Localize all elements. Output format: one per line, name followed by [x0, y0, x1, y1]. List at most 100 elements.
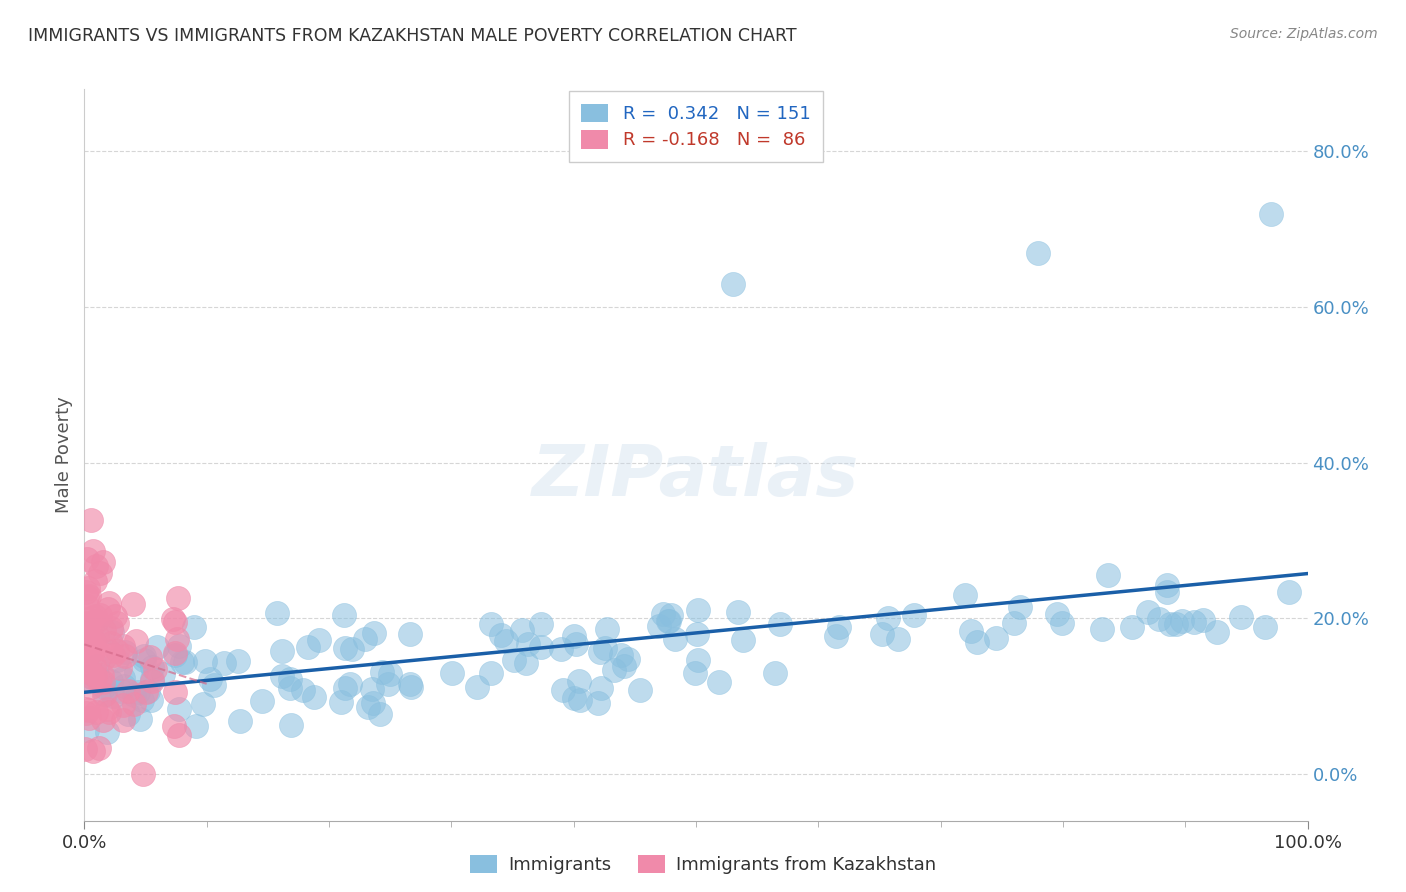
Point — [368, 707, 391, 722]
Point — [173, 655, 195, 669]
Point — [354, 632, 377, 646]
Point — [89, 674, 111, 689]
Point — [141, 659, 163, 673]
Point — [562, 691, 585, 706]
Point — [86, 667, 108, 681]
Point — [114, 645, 136, 659]
Point — [593, 640, 616, 655]
Point — [139, 649, 162, 664]
Point — [77, 711, 100, 725]
Point — [84, 705, 107, 719]
Point — [502, 652, 524, 666]
Point — [479, 617, 502, 632]
Point — [707, 675, 730, 690]
Point — [82, 544, 104, 558]
Point — [86, 630, 108, 644]
Point — [1002, 615, 1025, 630]
Point — [108, 661, 131, 675]
Point — [193, 698, 215, 712]
Point — [77, 663, 100, 677]
Point — [377, 676, 399, 690]
Y-axis label: Male Poverty: Male Poverty — [55, 397, 73, 513]
Point — [75, 584, 97, 599]
Point — [1050, 615, 1073, 630]
Point — [73, 624, 96, 638]
Point — [167, 728, 190, 742]
Point — [73, 741, 96, 756]
Point — [132, 653, 155, 667]
Point — [80, 680, 103, 694]
Point — [658, 614, 681, 628]
Point — [721, 277, 744, 291]
Point — [76, 723, 98, 738]
Point — [127, 684, 149, 698]
Point — [83, 639, 105, 653]
Point — [330, 695, 353, 709]
Point — [551, 682, 574, 697]
Point — [727, 605, 749, 619]
Point — [440, 665, 463, 680]
Point — [1260, 207, 1282, 221]
Point — [97, 706, 120, 720]
Point — [77, 616, 100, 631]
Point — [886, 632, 908, 646]
Point — [101, 625, 124, 640]
Point — [308, 633, 330, 648]
Point — [167, 639, 190, 653]
Point — [399, 677, 422, 691]
Legend: Immigrants, Immigrants from Kazakhstan: Immigrants, Immigrants from Kazakhstan — [461, 846, 945, 883]
Point — [77, 581, 100, 595]
Point — [135, 685, 157, 699]
Point — [1008, 600, 1031, 615]
Point — [86, 614, 108, 628]
Point — [1046, 607, 1069, 621]
Point — [84, 574, 107, 589]
Point — [1156, 578, 1178, 592]
Point — [297, 640, 319, 654]
Point — [333, 608, 356, 623]
Point — [960, 624, 983, 639]
Point — [76, 552, 98, 566]
Point — [94, 687, 117, 701]
Point — [82, 631, 104, 645]
Point — [1206, 624, 1229, 639]
Point — [84, 559, 107, 574]
Point — [1147, 611, 1170, 625]
Point — [77, 589, 100, 603]
Point — [648, 618, 671, 632]
Point — [335, 681, 357, 695]
Point — [1182, 615, 1205, 629]
Point — [100, 636, 122, 650]
Point — [100, 622, 122, 636]
Point — [82, 637, 104, 651]
Point — [226, 654, 249, 668]
Point — [550, 642, 572, 657]
Point — [121, 598, 143, 612]
Point — [86, 659, 108, 673]
Point — [79, 665, 101, 680]
Point — [93, 624, 115, 638]
Point — [79, 666, 101, 681]
Point — [166, 632, 188, 646]
Point — [769, 616, 792, 631]
Point — [117, 684, 139, 698]
Point — [1166, 617, 1188, 632]
Point — [664, 632, 686, 646]
Point — [1254, 620, 1277, 634]
Point — [399, 681, 422, 695]
Point — [652, 607, 675, 622]
Point — [291, 683, 314, 698]
Point — [1028, 245, 1050, 260]
Point — [589, 681, 612, 696]
Point — [112, 639, 135, 653]
Point — [80, 611, 103, 625]
Point — [1159, 616, 1181, 631]
Point — [97, 602, 120, 616]
Point — [824, 630, 846, 644]
Point — [953, 589, 976, 603]
Point — [568, 673, 591, 688]
Point — [103, 689, 125, 703]
Point — [489, 628, 512, 642]
Point — [170, 655, 193, 669]
Point — [83, 643, 105, 657]
